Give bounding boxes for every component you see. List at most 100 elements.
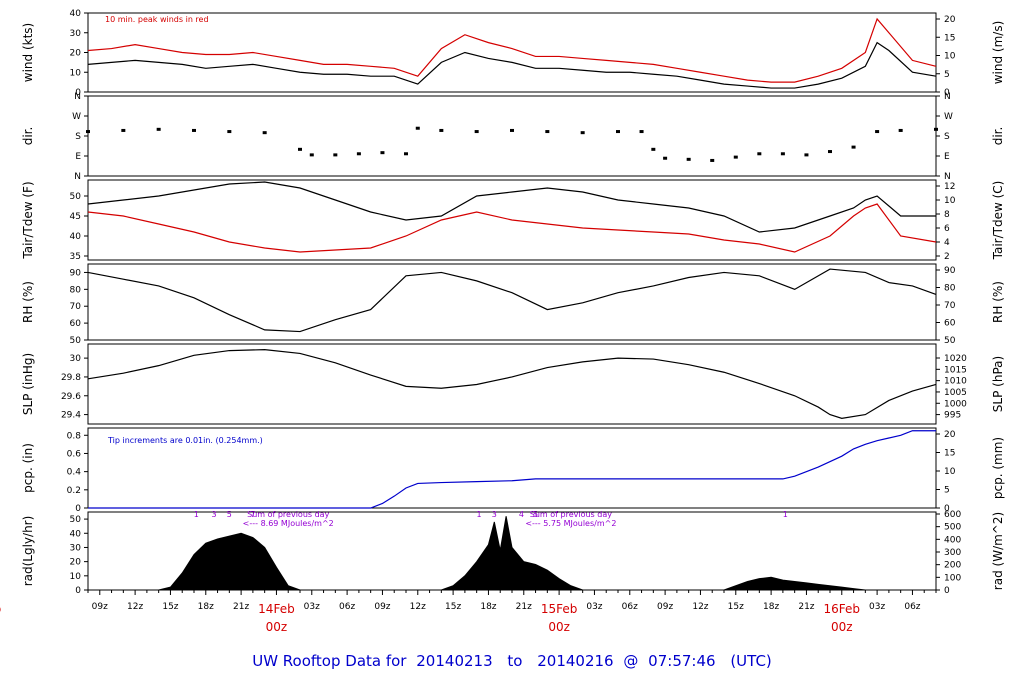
pcp-left-tick-label: 0.4: [67, 468, 82, 478]
dir-ylabel-right: dir.: [991, 127, 1005, 146]
slp-frame: [87, 343, 937, 425]
slp-right-tick-label: 1010: [944, 377, 967, 387]
rad-hour-marker: 3: [492, 510, 497, 519]
footer-time: 07:57:46: [648, 652, 715, 670]
dir-point: [121, 128, 126, 132]
pcp-left-tick-label: 0.2: [67, 486, 81, 496]
dir-point: [510, 128, 514, 132]
dir-point: [828, 150, 832, 154]
pcp-left-tick-label: 0: [75, 504, 81, 514]
x-tick-label: 06z: [622, 602, 638, 612]
dir-left-tick-label: N: [74, 92, 81, 102]
x-tick-label: 12z: [410, 602, 426, 612]
dir-point: [356, 152, 361, 156]
pcp-ylabel: pcp. (in): [21, 443, 35, 493]
dir-point: [192, 128, 196, 132]
dir-right-tick-label: N: [944, 172, 951, 182]
rh-right-tick-label: 60: [944, 319, 956, 329]
temp-right-tick-label: 6: [944, 224, 950, 234]
slp-left-tick-label: 30: [70, 354, 82, 364]
dir-point: [757, 152, 762, 156]
dir-right-tick-label: W: [944, 112, 953, 122]
pcp-right-tick-label: 10: [944, 467, 956, 477]
footer-to-word: to: [507, 652, 522, 670]
wind-right-tick-label: 0: [944, 88, 950, 98]
dir-right-tick-label: N: [944, 92, 951, 102]
slp-left-tick-label: 29.8: [61, 373, 81, 383]
dir-point: [780, 152, 785, 156]
dir-point: [439, 128, 444, 132]
rad-sum-annotation: Sum of previous day: [247, 510, 329, 519]
rad-left-tick-label: 0: [75, 586, 81, 596]
rh-right-tick-label: 50: [944, 336, 956, 346]
temp-series-line: [87, 203, 937, 253]
rad-sum-annotation: <--- 5.75 MJoules/m^2: [525, 519, 616, 528]
dir-point: [262, 131, 267, 135]
rad-hour-marker: 4: [519, 510, 524, 519]
rad-hour-marker: 3: [211, 510, 216, 519]
dir-point: [474, 130, 479, 134]
rh-frame: [87, 263, 937, 341]
dir-point: [663, 156, 668, 160]
dir-point: [710, 158, 715, 162]
x-date-time-label: 00z: [548, 620, 570, 634]
rad-hour-marker: 7: [250, 510, 255, 519]
pcp-left-tick-label: 0.8: [67, 431, 82, 441]
slp-right-tick-label: 995: [944, 411, 961, 421]
rh-ylabel: RH (%): [21, 281, 35, 323]
wind-series-line: [87, 41, 937, 89]
x-date-time-label: 00z: [831, 620, 853, 634]
dir-point: [651, 147, 656, 151]
dir-point: [686, 157, 691, 161]
panel-rad: 010203040500100200300400500600rad(Lgly/h…: [21, 510, 1005, 596]
dir-point: [545, 130, 550, 134]
dir-point: [639, 130, 644, 134]
dir-point: [733, 155, 738, 159]
x-date-time-label: 00z: [266, 620, 288, 634]
rad-right-tick-label: 0: [944, 586, 950, 596]
temp-left-tick-label: 35: [70, 252, 81, 262]
dir-point: [156, 127, 161, 131]
temp-left-tick-label: 45: [70, 212, 81, 222]
dir-point: [898, 128, 903, 132]
pcp-left-tick-label: 0.6: [67, 449, 82, 459]
rad-left-tick-label: 20: [70, 558, 82, 568]
x-date-label: 16Feb: [824, 602, 861, 616]
footer-start-date: 20140213: [416, 652, 492, 670]
panel-temp: 35 40 45 50 2 4 6 8 10 12 Tair/Tdew (F) Tair/Tdew (…: [21, 179, 1005, 262]
rad-right-tick-label: 100: [944, 573, 961, 583]
wind-right-tick-label: 20: [944, 15, 956, 25]
dir-point: [804, 153, 809, 157]
dir-point: [227, 130, 232, 134]
slp-left-tick-label: 29.4: [61, 411, 81, 421]
x-tick-label: 03z: [869, 602, 885, 612]
footer-end-date: 20140216: [537, 652, 613, 670]
wind-left-tick-label: 0: [75, 88, 81, 98]
rad-left-tick-label: 50: [70, 515, 82, 525]
pcp-right-tick-label: 5: [944, 486, 950, 496]
wind-annotation: 10 min. peak winds in red: [105, 15, 209, 24]
temp-left-tick-label: 40: [70, 232, 82, 242]
dir-left-tick-label: N: [74, 172, 81, 182]
rh-right-tick-label: 90: [944, 266, 956, 276]
dir-point: [298, 147, 302, 151]
temp-left-tick-label: 50: [70, 192, 82, 202]
rh-left-tick-label: 50: [70, 336, 82, 346]
dir-left-tick-label: W: [72, 112, 81, 122]
dir-point: [86, 130, 90, 134]
rad-ylabel: rad(Lgly/hr): [21, 516, 35, 587]
temp-right-tick-label: 12: [944, 182, 955, 192]
panel-rh: 50 60 70 80 90 50 60 70 80 90 RH (%) RH (%): [21, 263, 1005, 346]
dir-point: [333, 153, 338, 157]
rad-hour-marker: 5: [227, 510, 232, 519]
rh-left-tick-label: 60: [70, 319, 82, 329]
temp-ylabel-right: Tair/Tdew (C): [991, 181, 1005, 261]
wind-left-tick-label: 10: [70, 68, 82, 78]
rad-right-tick-label: 600: [944, 510, 961, 520]
dir-right-tick-label: E: [944, 152, 950, 162]
rad-left-tick-label: 10: [70, 572, 82, 582]
rad-left-tick-label: 40: [70, 529, 82, 539]
